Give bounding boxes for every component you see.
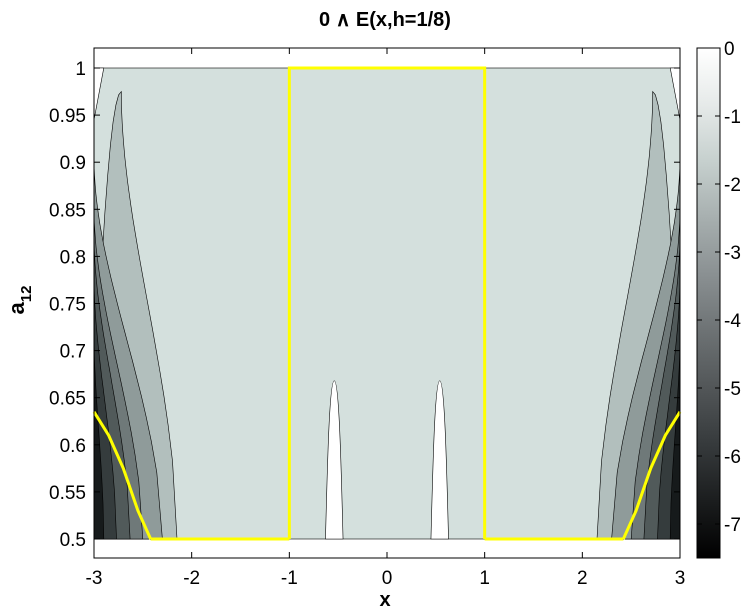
y-tick: 0.6 <box>60 436 680 457</box>
y-tick-label: 0.9 <box>60 153 86 174</box>
colorbar-tick: -2 <box>697 175 741 196</box>
colorbar-tick: -1 <box>697 107 741 128</box>
zero-region-2 <box>430 380 449 540</box>
y-tick-label: 0.8 <box>60 247 86 268</box>
x-axis-label: x <box>379 589 390 611</box>
x-tick-label: 1 <box>479 568 490 589</box>
y-tick: 0.5 <box>60 530 680 551</box>
colorbar-tick: -6 <box>697 447 741 468</box>
colorbar-tick-label: -1 <box>724 107 741 128</box>
y-tick: 0.55 <box>49 483 680 504</box>
colorbar-tick-label: -7 <box>724 515 741 536</box>
x-tick-label: -3 <box>86 568 103 589</box>
y-tick-label: 0.75 <box>49 295 86 316</box>
contour-band-base <box>93 67 681 540</box>
x-tick: -2 <box>183 48 200 589</box>
y-tick-label: 0.95 <box>49 106 86 127</box>
colorbar-tick-label: -5 <box>724 379 741 400</box>
x-tick: 1 <box>479 48 490 589</box>
chart-title: 0 ∧ E(x,h=1/8) <box>319 9 451 31</box>
colorbar-gradient <box>696 47 721 559</box>
colorbar-tick-label: -6 <box>724 447 741 468</box>
y-tick: 0.75 <box>49 295 680 316</box>
y-tick: 0.85 <box>49 200 680 221</box>
x-tick-label: -2 <box>183 568 200 589</box>
colorbar-tick: -4 <box>697 311 741 332</box>
x-tick: -3 <box>86 48 103 589</box>
y-axis-label-subscript: 12 <box>18 286 35 303</box>
y-tick-label: 0.5 <box>60 530 86 551</box>
colorbar: 0 -1 -2 -3 -4 -5 -6 -7 <box>696 39 741 559</box>
y-tick: 1 <box>75 59 680 80</box>
x-tick-label: 2 <box>577 568 588 589</box>
y-tick-label: 0.7 <box>60 342 86 363</box>
y-tick: 0.7 <box>60 342 680 363</box>
y-tick: 0.95 <box>49 106 680 127</box>
colorbar-tick-label: 0 <box>724 39 735 60</box>
yellow-right-curve <box>621 411 682 540</box>
y-tick-label: 0.6 <box>60 436 86 457</box>
colorbar-tick: -3 <box>697 243 741 264</box>
x-tick-label: 0 <box>382 568 393 589</box>
colorbar-tick-label: -2 <box>724 175 741 196</box>
y-tick-label: 0.85 <box>49 200 86 221</box>
y-tick-label: 0.55 <box>49 483 86 504</box>
y-tick-label: 1 <box>75 59 86 80</box>
colorbar-tick-label: -3 <box>724 243 741 264</box>
y-axis-label: a12 <box>4 286 35 315</box>
x-tick: -1 <box>281 48 298 589</box>
zero-region-1 <box>325 380 344 540</box>
y-tick: 0.9 <box>60 153 680 174</box>
colorbar-tick: 0 <box>697 39 735 60</box>
plot-area: -3 -2 -1 0 1 2 3 0.5 0.55 0.6 0.65 0.7 0.75 0.8 0.85 0.… <box>49 47 686 589</box>
y-tick-label: 0.65 <box>49 389 86 410</box>
colorbar-tick: -7 <box>697 515 741 536</box>
x-tick: 3 <box>675 48 686 589</box>
y-tick: 0.8 <box>60 247 680 268</box>
yellow-left-curve <box>92 411 153 540</box>
x-tick-label: 3 <box>675 568 686 589</box>
x-tick: 0 <box>382 48 393 589</box>
yellow-rectangle-boundary <box>287 66 487 539</box>
colorbar-tick-label: -4 <box>724 311 741 332</box>
x-tick: 2 <box>577 48 588 589</box>
x-tick-label: -1 <box>281 568 298 589</box>
y-tick: 0.65 <box>49 389 680 410</box>
colorbar-tick: -5 <box>697 379 741 400</box>
